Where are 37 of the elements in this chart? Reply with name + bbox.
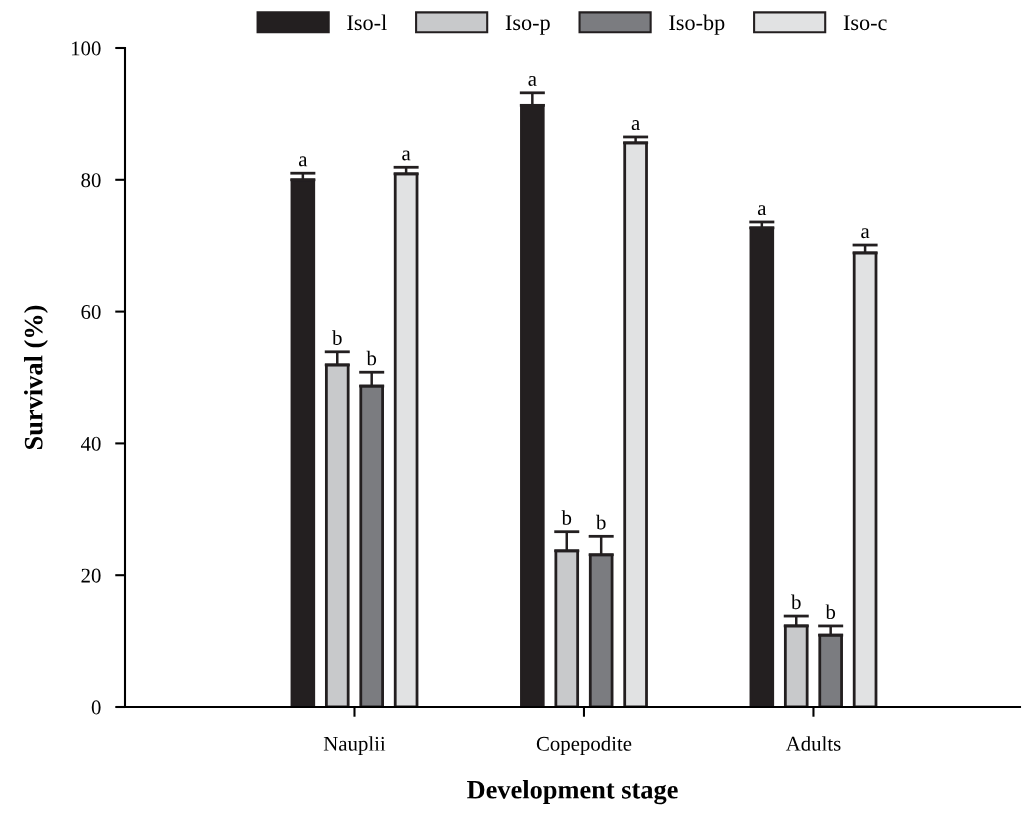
data-label: b — [366, 350, 377, 366]
data-label: a — [298, 156, 308, 167]
x-tick-label: Adults — [785, 736, 841, 751]
bar — [324, 363, 350, 707]
data-label: b — [561, 510, 572, 525]
legend-label: Iso-l — [347, 14, 387, 31]
bar — [588, 553, 614, 707]
bar — [852, 251, 878, 707]
bar — [290, 178, 316, 707]
bar — [393, 172, 419, 707]
y-axis-title: Survival (%) — [23, 305, 48, 450]
y-tick-label: 100 — [71, 41, 101, 56]
data-label: b — [825, 604, 836, 620]
bar — [749, 226, 775, 707]
bar — [359, 384, 384, 707]
data-label: b — [791, 594, 801, 610]
legend-label: Iso-bp — [669, 14, 725, 35]
x-tick-label: Copepodite — [536, 736, 632, 756]
bar — [783, 624, 809, 707]
y-tick-label: 40 — [80, 436, 101, 451]
bar — [623, 141, 648, 707]
data-label: a — [861, 228, 870, 239]
y-tick-label: 60 — [81, 304, 101, 320]
legend-label: Iso-p — [505, 15, 550, 35]
data-label: a — [631, 120, 640, 131]
data-label: a — [402, 150, 411, 161]
x-tick-label: Nauplii — [323, 736, 386, 756]
data-label: b — [332, 330, 342, 345]
y-tick-label: 20 — [81, 568, 101, 583]
data-label: b — [595, 514, 606, 530]
y-tick-label: 80 — [81, 173, 101, 188]
x-axis-title: Development stage — [467, 780, 678, 805]
data-label: a — [757, 205, 767, 216]
bar — [554, 549, 580, 707]
data-label: a — [528, 75, 537, 86]
legend-label: Iso-c — [843, 15, 887, 31]
y-tick-label: 0 — [91, 700, 101, 715]
